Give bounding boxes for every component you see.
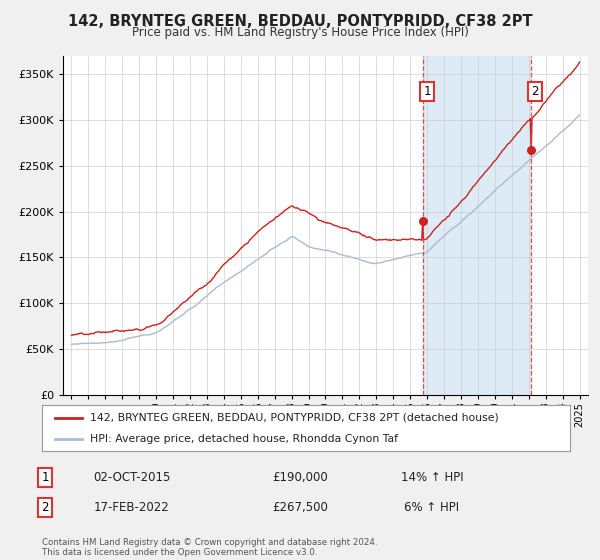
Text: 142, BRYNTEG GREEN, BEDDAU, PONTYPRIDD, CF38 2PT: 142, BRYNTEG GREEN, BEDDAU, PONTYPRIDD, … bbox=[68, 14, 532, 29]
Text: HPI: Average price, detached house, Rhondda Cynon Taf: HPI: Average price, detached house, Rhon… bbox=[89, 435, 398, 444]
Text: 1: 1 bbox=[41, 470, 49, 484]
Text: 14% ↑ HPI: 14% ↑ HPI bbox=[401, 470, 463, 484]
Text: 17-FEB-2022: 17-FEB-2022 bbox=[94, 501, 170, 515]
Text: £190,000: £190,000 bbox=[272, 470, 328, 484]
Text: £267,500: £267,500 bbox=[272, 501, 328, 515]
Text: Price paid vs. HM Land Registry's House Price Index (HPI): Price paid vs. HM Land Registry's House … bbox=[131, 26, 469, 39]
Text: 2: 2 bbox=[41, 501, 49, 515]
Text: Contains HM Land Registry data © Crown copyright and database right 2024.
This d: Contains HM Land Registry data © Crown c… bbox=[42, 538, 377, 557]
Text: 1: 1 bbox=[424, 85, 431, 98]
Text: 6% ↑ HPI: 6% ↑ HPI bbox=[404, 501, 460, 515]
Text: 142, BRYNTEG GREEN, BEDDAU, PONTYPRIDD, CF38 2PT (detached house): 142, BRYNTEG GREEN, BEDDAU, PONTYPRIDD, … bbox=[89, 413, 498, 423]
Text: 2: 2 bbox=[532, 85, 539, 98]
Text: 02-OCT-2015: 02-OCT-2015 bbox=[94, 470, 170, 484]
